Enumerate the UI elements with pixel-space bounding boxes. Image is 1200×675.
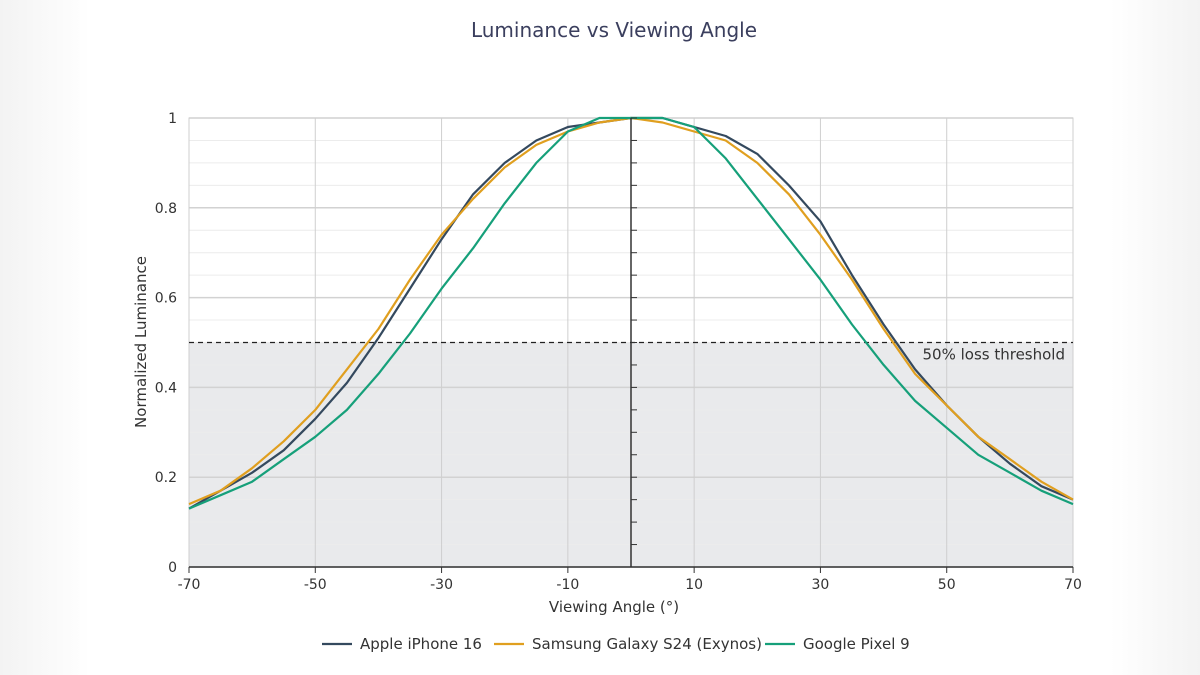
x-tick-label: -30 [430, 577, 453, 593]
legend-label: Samsung Galaxy S24 (Exynos) [532, 635, 762, 653]
x-tick-label: -50 [304, 577, 327, 593]
y-tick-label: 1 [168, 111, 177, 127]
legend: Apple iPhone 16 Samsung Galaxy S24 (Exyno… [322, 635, 910, 653]
legend-label: Google Pixel 9 [803, 635, 910, 653]
y-tick-label: 0.2 [155, 470, 177, 486]
x-tick-label: 30 [812, 577, 830, 593]
background-edge-right [1110, 0, 1200, 675]
legend-label: Apple iPhone 16 [360, 635, 482, 653]
x-axis-label: Viewing Angle (°) [549, 598, 679, 616]
y-axis-label: Normalized Luminance [132, 256, 150, 428]
y-tick-label: 0 [168, 560, 177, 576]
y-tick-label: 0.8 [155, 201, 177, 217]
x-tick-label: -10 [556, 577, 579, 593]
y-tick-label: 0.6 [155, 291, 177, 307]
x-tick-label: 50 [938, 577, 956, 593]
y-tick-label: 0.4 [155, 380, 177, 396]
chart-title: Luminance vs Viewing Angle [471, 18, 757, 42]
x-tick-label: 10 [685, 577, 703, 593]
x-tick-label: -70 [178, 577, 201, 593]
axes: -70 -50 -30 -10 10 30 50 70 0 0.2 0.4 0.6 0.8 1 [155, 111, 1082, 593]
threshold-label: 50% loss threshold [923, 346, 1066, 364]
background-edge-left [0, 0, 90, 675]
x-tick-label: 70 [1064, 577, 1082, 593]
